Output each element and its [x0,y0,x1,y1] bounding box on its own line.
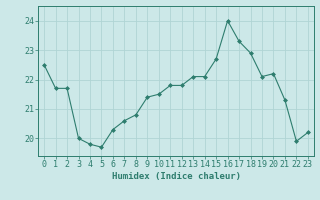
X-axis label: Humidex (Indice chaleur): Humidex (Indice chaleur) [111,172,241,181]
